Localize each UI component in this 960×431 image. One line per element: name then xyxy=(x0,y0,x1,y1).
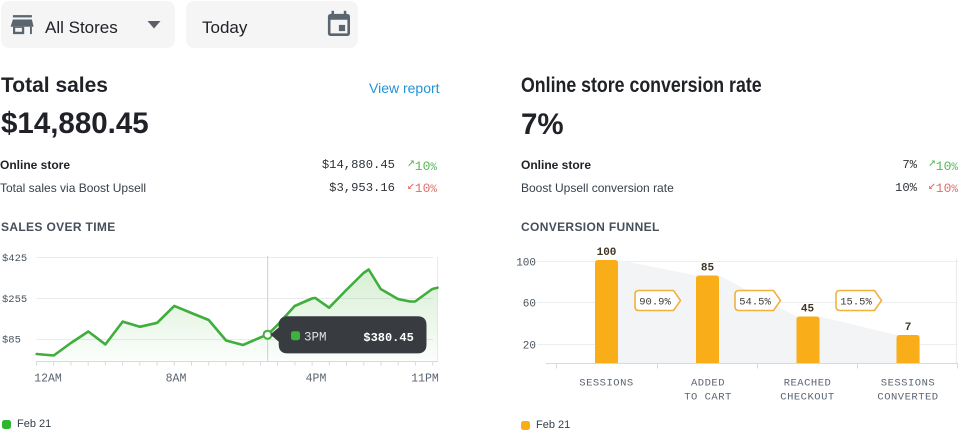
svg-text:3PM: 3PM xyxy=(304,331,327,345)
svg-text:CONVERTED: CONVERTED xyxy=(877,392,938,404)
svg-text:11PM: 11PM xyxy=(411,372,439,385)
svg-text:20: 20 xyxy=(523,341,536,353)
svg-text:ADDED: ADDED xyxy=(691,378,725,390)
svg-text:12AM: 12AM xyxy=(34,372,62,385)
svg-text:85: 85 xyxy=(701,263,715,275)
svg-text:100: 100 xyxy=(516,258,536,270)
svg-text:100: 100 xyxy=(597,247,617,259)
svg-text:$425: $425 xyxy=(2,253,27,265)
svg-text:SESSIONS: SESSIONS xyxy=(579,378,633,390)
svg-text:4PM: 4PM xyxy=(306,372,327,385)
svg-text:54.5%: 54.5% xyxy=(739,297,771,309)
svg-text:45: 45 xyxy=(801,304,815,316)
svg-text:SESSIONS: SESSIONS xyxy=(881,378,935,390)
svg-text:$380.45: $380.45 xyxy=(363,331,413,345)
svg-text:8AM: 8AM xyxy=(166,372,187,385)
svg-text:CHECKOUT: CHECKOUT xyxy=(780,392,834,404)
svg-text:TO CART: TO CART xyxy=(684,392,732,404)
svg-text:60: 60 xyxy=(523,299,536,311)
svg-text:$85: $85 xyxy=(2,335,21,347)
svg-text:REACHED: REACHED xyxy=(784,378,832,390)
svg-text:7: 7 xyxy=(905,322,912,334)
svg-text:15.5%: 15.5% xyxy=(840,297,872,309)
svg-text:90.9%: 90.9% xyxy=(639,297,671,309)
svg-text:$255: $255 xyxy=(2,294,27,306)
